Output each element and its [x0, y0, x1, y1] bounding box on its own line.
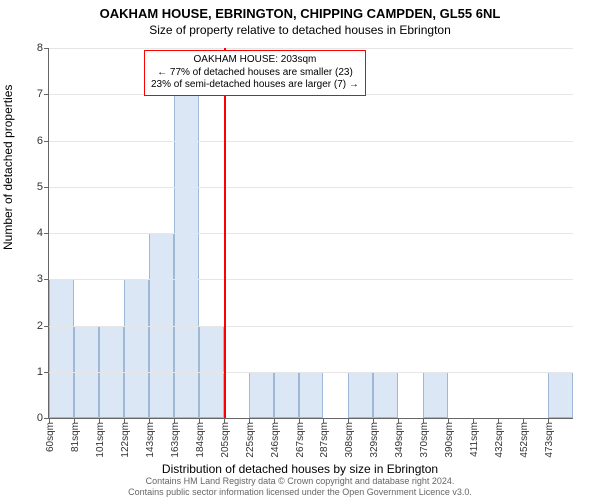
reference-line [224, 48, 226, 418]
x-tick-label: 101sqm [95, 422, 106, 458]
y-axis-label: Number of detached properties [1, 85, 15, 250]
x-tick-label: 205sqm [220, 422, 231, 458]
gridline [49, 279, 573, 280]
x-axis-label: Distribution of detached houses by size … [0, 462, 600, 476]
gridline [49, 326, 573, 327]
y-tick-label: 7 [37, 88, 43, 100]
y-tick-mark [44, 141, 49, 142]
y-tick-mark [44, 233, 49, 234]
x-tick-label: 452sqm [519, 422, 530, 458]
histogram-bar [423, 372, 448, 418]
histogram-bar [299, 372, 324, 418]
histogram-bar [274, 372, 299, 418]
chart-title: OAKHAM HOUSE, EBRINGTON, CHIPPING CAMPDE… [0, 0, 600, 21]
y-tick-label: 0 [37, 412, 43, 424]
chart-container: OAKHAM HOUSE, EBRINGTON, CHIPPING CAMPDE… [0, 0, 600, 500]
x-tick-label: 390sqm [444, 422, 455, 458]
x-tick-label: 225sqm [245, 422, 256, 458]
histogram-bar [124, 279, 149, 418]
annotation-callout: OAKHAM HOUSE: 203sqm← 77% of detached ho… [144, 50, 366, 96]
y-tick-label: 8 [37, 42, 43, 54]
histogram-bar [249, 372, 274, 418]
y-tick-label: 4 [37, 227, 43, 239]
footer-attribution: Contains HM Land Registry data © Crown c… [0, 476, 600, 498]
y-tick-mark [44, 279, 49, 280]
x-tick-label: 81sqm [70, 422, 81, 452]
x-tick-label: 308sqm [344, 422, 355, 458]
histogram-bar [373, 372, 398, 418]
histogram-bar [49, 279, 74, 418]
x-tick-label: 432sqm [494, 422, 505, 458]
gridline [49, 233, 573, 234]
x-tick-label: 267sqm [295, 422, 306, 458]
gridline [49, 141, 573, 142]
y-tick-mark [44, 94, 49, 95]
chart-subtitle: Size of property relative to detached ho… [0, 21, 600, 37]
y-tick-label: 6 [37, 135, 43, 147]
y-tick-mark [44, 418, 49, 419]
histogram-bar [174, 94, 199, 418]
x-tick-label: 60sqm [45, 422, 56, 452]
y-tick-mark [44, 48, 49, 49]
footer-line-2: Contains public sector information licen… [0, 487, 600, 498]
plot-area: 60sqm81sqm101sqm122sqm143sqm163sqm184sqm… [48, 48, 573, 419]
x-tick-label: 143sqm [145, 422, 156, 458]
histogram-bar [348, 372, 373, 418]
x-tick-label: 329sqm [369, 422, 380, 458]
x-tick-label: 163sqm [170, 422, 181, 458]
x-tick-label: 411sqm [469, 422, 480, 457]
annotation-line: 23% of semi-detached houses are larger (… [151, 79, 359, 92]
gridline [49, 372, 573, 373]
y-tick-label: 3 [37, 273, 43, 285]
x-tick-label: 287sqm [319, 422, 330, 458]
annotation-line: ← 77% of detached houses are smaller (23… [151, 67, 359, 80]
footer-line-1: Contains HM Land Registry data © Crown c… [0, 476, 600, 487]
x-tick-label: 184sqm [195, 422, 206, 458]
x-tick-label: 349sqm [394, 422, 405, 458]
y-tick-mark [44, 187, 49, 188]
gridline [49, 48, 573, 49]
x-tick-label: 246sqm [270, 422, 281, 458]
x-tick-label: 473sqm [544, 422, 555, 458]
y-tick-mark [44, 326, 49, 327]
x-tick-label: 370sqm [419, 422, 430, 458]
annotation-line: OAKHAM HOUSE: 203sqm [151, 54, 359, 67]
y-tick-label: 2 [37, 320, 43, 332]
gridline [49, 187, 573, 188]
y-tick-label: 1 [37, 366, 43, 378]
y-tick-mark [44, 372, 49, 373]
histogram-bar [548, 372, 573, 418]
y-tick-label: 5 [37, 181, 43, 193]
x-tick-label: 122sqm [120, 422, 131, 458]
